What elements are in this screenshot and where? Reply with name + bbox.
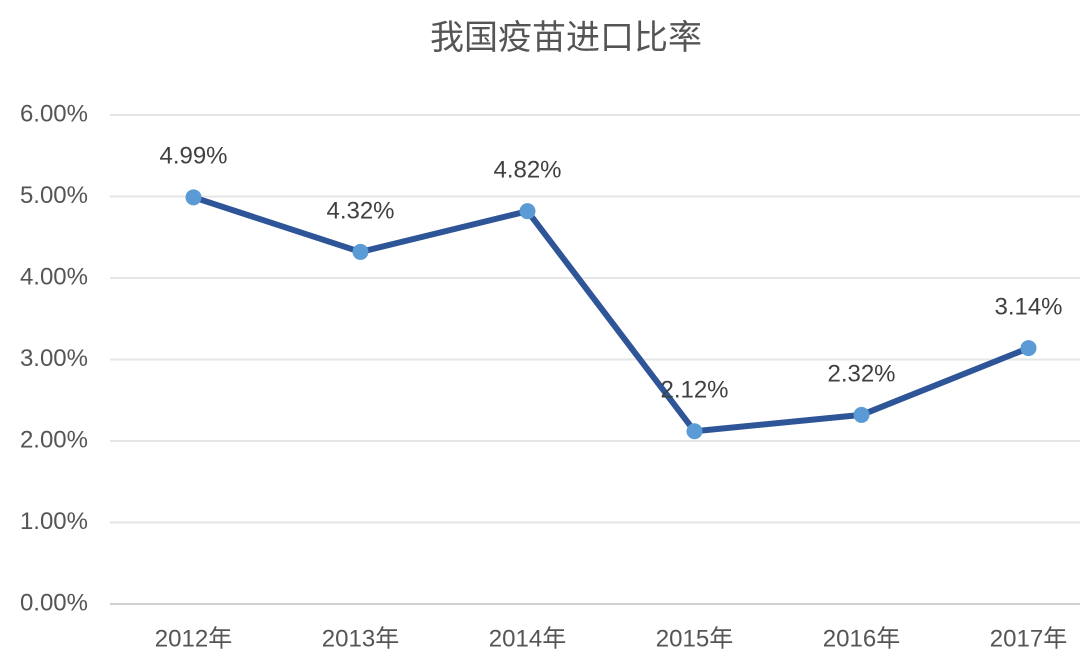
y-tick-label: 0.00%: [20, 589, 88, 616]
data-point: [686, 423, 703, 440]
series-line: [192, 194, 1030, 435]
x-tick-label: 2015年: [656, 625, 733, 652]
data-label: 2.12%: [660, 377, 728, 404]
x-tick-label: 2017年: [990, 625, 1067, 652]
x-tick-label: 2013年: [322, 625, 399, 652]
data-point: [352, 243, 369, 260]
y-tick-label: 6.00%: [20, 100, 88, 127]
data-point: [853, 406, 870, 423]
data-label: 3.14%: [994, 293, 1062, 320]
data-point: [519, 203, 536, 220]
y-tick-label: 4.00%: [20, 263, 88, 290]
chart-title: 我国疫苗进口比率: [430, 19, 702, 57]
x-tick-label: 2012年: [155, 625, 232, 652]
data-label: 2.32%: [827, 360, 895, 387]
y-tick-label: 2.00%: [20, 426, 88, 453]
data-point: [185, 189, 202, 206]
y-tick-label: 5.00%: [20, 182, 88, 209]
data-label: 4.82%: [493, 157, 561, 184]
data-point: [1020, 340, 1037, 357]
data-label: 4.99%: [159, 143, 227, 170]
x-tick-label: 2014年: [489, 625, 566, 652]
y-tick-label: 1.00%: [20, 508, 88, 535]
y-tick-label: 3.00%: [20, 345, 88, 372]
data-label: 4.32%: [326, 197, 394, 224]
x-tick-label: 2016年: [823, 625, 900, 652]
